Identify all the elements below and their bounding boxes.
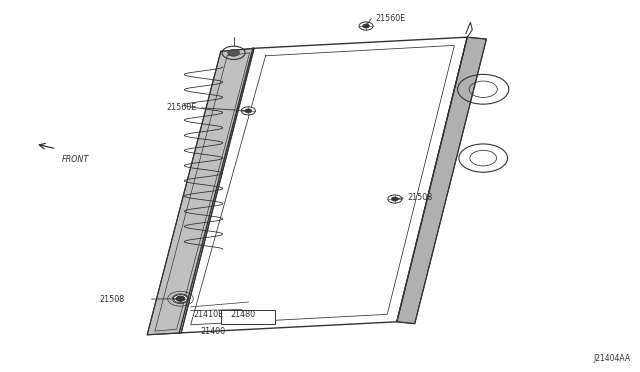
Polygon shape — [147, 48, 254, 335]
Circle shape — [177, 297, 184, 301]
Text: 21560E: 21560E — [376, 14, 406, 23]
Circle shape — [244, 109, 252, 113]
Text: FRONT: FRONT — [62, 155, 90, 164]
Text: 21410E: 21410E — [193, 310, 223, 319]
Circle shape — [362, 24, 370, 28]
Text: 21508: 21508 — [100, 295, 125, 304]
Circle shape — [173, 295, 188, 303]
Text: 21480: 21480 — [230, 310, 255, 319]
Text: 21400: 21400 — [200, 327, 225, 336]
Polygon shape — [397, 37, 486, 324]
Circle shape — [176, 296, 185, 301]
Circle shape — [241, 107, 255, 115]
Text: J21404AA: J21404AA — [593, 354, 630, 363]
Circle shape — [392, 197, 398, 201]
Text: 21508: 21508 — [408, 193, 433, 202]
Circle shape — [359, 22, 373, 30]
Bar — [221, 310, 275, 324]
Circle shape — [388, 195, 402, 203]
Circle shape — [228, 49, 239, 56]
Text: 21560E: 21560E — [167, 103, 197, 112]
